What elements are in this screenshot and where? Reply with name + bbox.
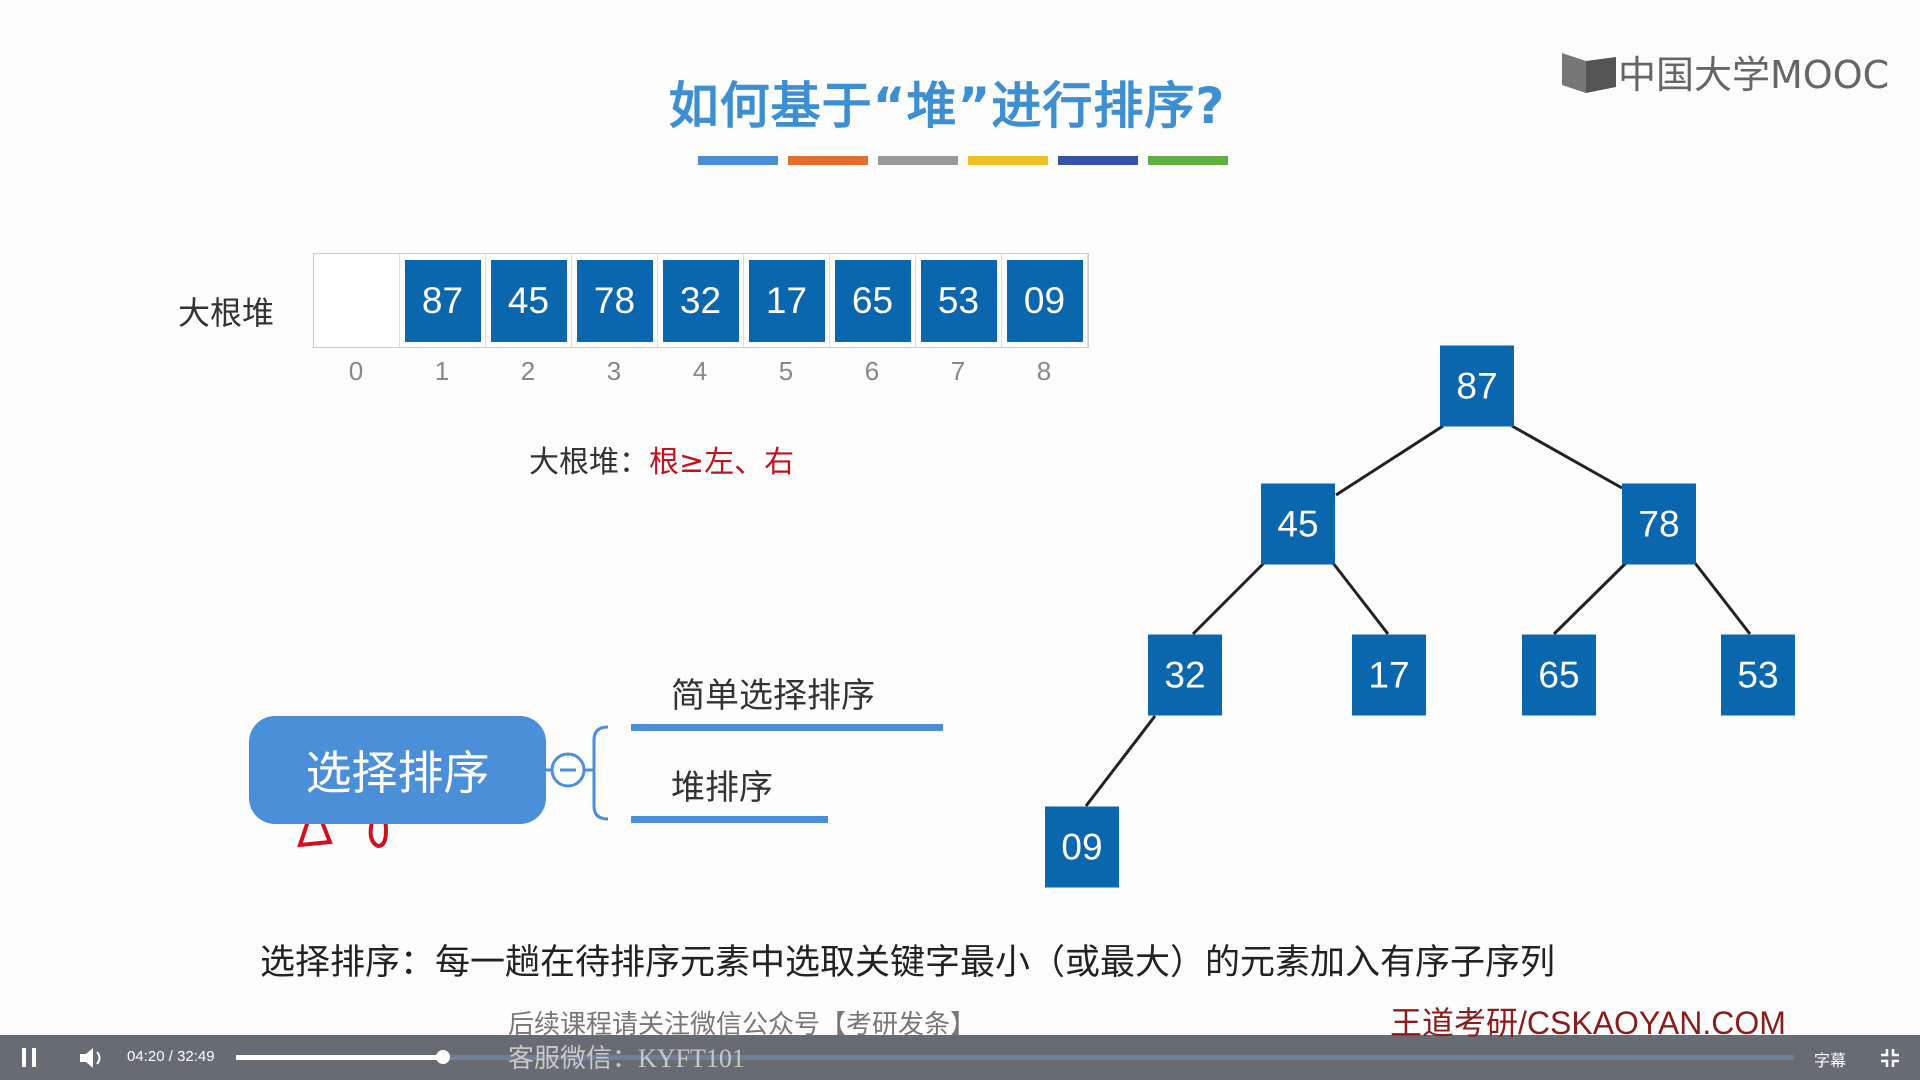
- pause-button[interactable]: [22, 1048, 36, 1067]
- accent-bar: [698, 156, 778, 165]
- branch-underline: [631, 816, 828, 823]
- tree-node: 32: [1148, 634, 1222, 716]
- array-cell: 45: [486, 254, 572, 347]
- mooc-book-icon: [1562, 52, 1616, 93]
- heap-array: 87 45 78 32 17 65 53 09: [313, 253, 1089, 348]
- accent-bar: [1058, 156, 1138, 165]
- array-index: 5: [778, 356, 794, 386]
- array-cell: 53: [916, 254, 1002, 347]
- array-value: 78: [576, 259, 653, 342]
- volume-icon[interactable]: [78, 1046, 104, 1070]
- tree-node: 78: [1622, 483, 1696, 565]
- array-value: 17: [748, 259, 825, 342]
- array-cell: 78: [572, 254, 658, 347]
- edge: [1511, 424, 1623, 490]
- array-value: 87: [404, 259, 481, 342]
- accent-bar: [878, 156, 958, 165]
- edge: [1191, 561, 1266, 636]
- array-cell: 32: [658, 254, 744, 347]
- array-value: 09: [1006, 259, 1083, 342]
- array-value: 53: [920, 259, 997, 342]
- accent-bar: [1148, 156, 1228, 165]
- branch-underline: [631, 724, 943, 731]
- array-index: 7: [950, 356, 966, 386]
- array-index: 1: [434, 356, 450, 386]
- video-controls: 04:20 / 32:49 字幕: [0, 1035, 1920, 1080]
- mindmap-child: 堆排序: [671, 768, 773, 808]
- heap-rule: 大根堆：根≥左、右: [529, 437, 794, 481]
- progress-played: [236, 1055, 444, 1060]
- array-cell: [314, 254, 400, 347]
- array-index: 4: [692, 356, 708, 386]
- accent-bar: [968, 156, 1048, 165]
- tree-node: 65: [1522, 634, 1596, 716]
- accent-bar: [788, 156, 868, 165]
- tree-node: 45: [1261, 483, 1335, 565]
- progress-handle[interactable]: [436, 1050, 451, 1064]
- watermark-site: 王道考研/CSKAOYAN.COM: [1390, 1005, 1786, 1041]
- array-cell: 65: [830, 254, 916, 347]
- rule-prefix: 大根堆：: [529, 445, 649, 480]
- edge: [1084, 715, 1157, 807]
- array-cell: 09: [1002, 254, 1088, 347]
- array-index: 8: [1036, 356, 1052, 386]
- array-index: 2: [520, 356, 536, 386]
- array-value: 65: [834, 259, 911, 342]
- rule-text: 根≥左、右: [649, 445, 795, 480]
- array-value: 32: [662, 259, 739, 342]
- tree-node: 09: [1045, 806, 1119, 888]
- array-index: 0: [348, 356, 364, 386]
- array-index: 3: [606, 356, 622, 386]
- definition-text: 选择排序：每一趟在待排序元素中选取关键字最小（或最大）的元素加入有序子序列: [260, 943, 1556, 983]
- time-separator: /: [168, 1048, 173, 1065]
- edge: [1335, 424, 1444, 497]
- tree-node: 17: [1352, 634, 1426, 716]
- tree-node: 87: [1440, 345, 1514, 427]
- tree-node: 53: [1721, 634, 1795, 716]
- exit-fullscreen-icon[interactable]: [1880, 1048, 1900, 1068]
- array-value: 45: [490, 259, 567, 342]
- watermark-line: 客服微信：KYFT101: [508, 1044, 745, 1073]
- edge: [1552, 561, 1628, 636]
- edge: [1331, 562, 1390, 635]
- array-cell: 87: [400, 254, 486, 347]
- current-time: 04:20: [127, 1048, 165, 1065]
- array-index: 6: [864, 356, 880, 386]
- array-label: 大根堆: [178, 294, 275, 332]
- mindmap-child: 简单选择排序: [671, 676, 875, 716]
- watermark-line: 后续课程请关注微信公众号【考研发条】: [508, 1010, 977, 1039]
- mindmap-root: 选择排序: [249, 716, 546, 824]
- progress-bar[interactable]: [236, 1050, 1794, 1064]
- mooc-logo: 中国大学MOOC: [1560, 44, 1889, 99]
- subtitle-button[interactable]: 字幕: [1814, 1051, 1847, 1070]
- duration: 32:49: [177, 1048, 215, 1065]
- slide-title: 如何基于“堆”进行排序?: [668, 77, 1226, 135]
- array-cell: 17: [744, 254, 830, 347]
- logo-text: 中国大学MOOC: [1618, 53, 1890, 97]
- edge: [1693, 562, 1752, 635]
